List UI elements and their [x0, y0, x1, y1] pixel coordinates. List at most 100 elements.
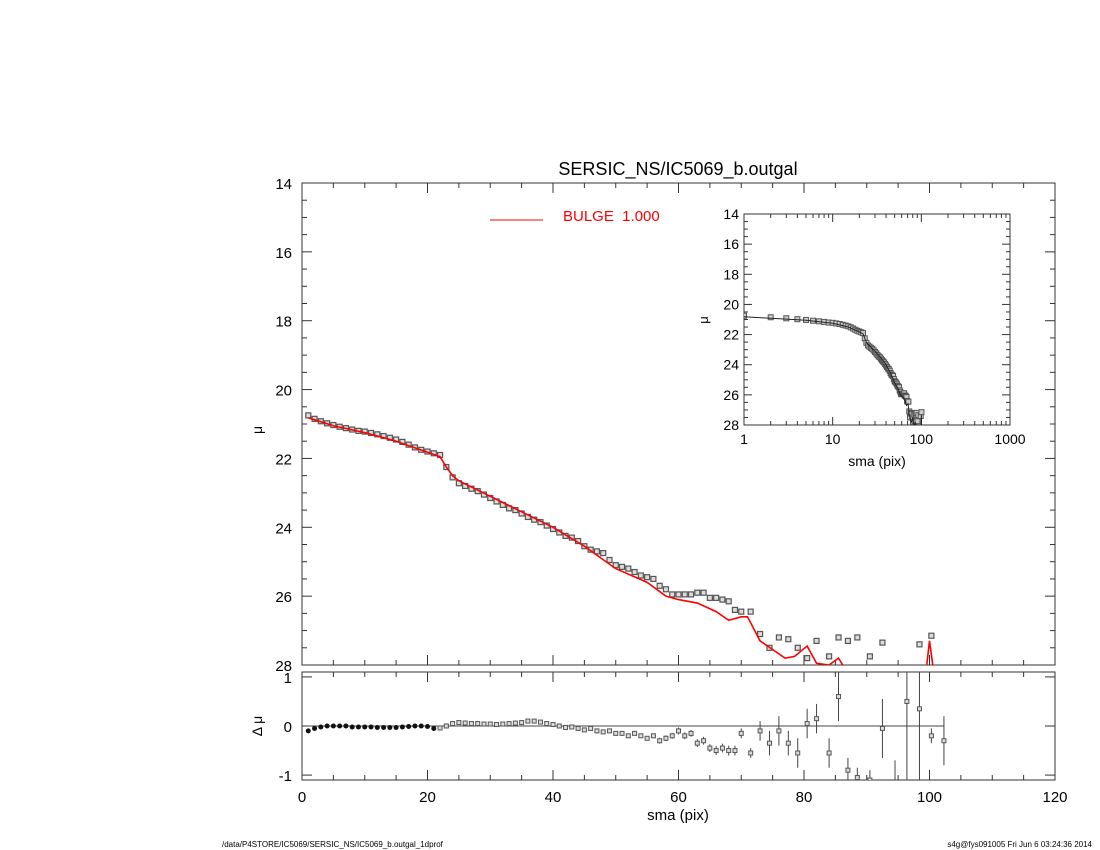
residual-point — [506, 721, 512, 727]
residual-point — [826, 750, 832, 756]
residual-point — [625, 733, 631, 739]
residual-point — [719, 745, 725, 751]
inset-x-tick-label: 1000 — [994, 431, 1025, 447]
residual-point — [916, 706, 922, 712]
observed-point — [879, 639, 886, 646]
observed-point — [825, 653, 833, 660]
x-tick-label: 80 — [796, 789, 813, 806]
residual-point — [713, 748, 719, 754]
residual-point — [487, 721, 493, 727]
observed-point — [813, 637, 820, 645]
residual-point — [613, 730, 619, 736]
residual-point — [512, 720, 518, 726]
residual-point — [638, 733, 644, 739]
residual-point — [544, 721, 550, 727]
residual-point — [337, 723, 343, 729]
residual-point — [531, 718, 537, 724]
residual-point — [525, 718, 531, 724]
observed-point — [637, 572, 644, 579]
inset-observed-point — [783, 315, 790, 322]
inset-y-tick-label: 14 — [723, 206, 739, 222]
observed-point — [794, 644, 801, 651]
observed-point — [687, 591, 695, 598]
residual-point — [669, 733, 675, 739]
inset-observed-point — [914, 418, 921, 425]
observed-point — [694, 589, 701, 596]
residual-point — [766, 740, 772, 746]
residual-point — [437, 725, 443, 731]
residual-point — [393, 724, 399, 730]
x-tick-label: 0 — [298, 789, 306, 806]
residual-point — [387, 724, 393, 730]
residual-point — [343, 723, 349, 729]
residual-point — [644, 735, 650, 741]
residual-point — [867, 777, 873, 780]
observed-point — [631, 568, 638, 576]
observed-point — [700, 589, 707, 596]
inset-y-label: μ — [696, 316, 711, 324]
residual-point — [600, 729, 606, 735]
residual-point — [588, 725, 594, 731]
inset-y-tick-label: 16 — [723, 236, 739, 252]
observed-point — [725, 598, 732, 605]
observed-point — [644, 574, 651, 581]
observed-point — [775, 634, 783, 641]
inset-y-tick-label: 26 — [723, 387, 739, 403]
residual-point — [305, 728, 311, 734]
model-line — [308, 417, 934, 665]
residual-point — [500, 721, 506, 727]
residual-point — [368, 724, 374, 730]
inset-panel: 14 16 18 20 22 24 26 281 10 100 1000 — [723, 206, 1025, 447]
residual-point — [468, 721, 474, 727]
y-tick-label: 26 — [275, 589, 292, 606]
observed-point — [731, 606, 739, 614]
residual-point — [804, 721, 810, 727]
residual-point — [632, 730, 638, 736]
residual-point — [795, 750, 801, 756]
observed-point — [305, 412, 312, 419]
resid-y-tick-label: -1 — [279, 768, 292, 785]
residual-point — [519, 720, 525, 726]
residual-point — [399, 724, 405, 730]
residual-point — [941, 738, 947, 744]
residual-point — [355, 724, 361, 730]
residual-point — [362, 724, 368, 730]
y-tick-label: 16 — [275, 245, 292, 262]
main-panel: 14 16 18 20 22 24 26 28 — [275, 176, 1056, 675]
inset-x-tick-label: 1 — [740, 431, 748, 447]
observed-point — [650, 575, 657, 583]
residual-point — [707, 745, 713, 751]
main-data — [305, 412, 935, 665]
residual-point — [575, 725, 581, 731]
residual-point — [893, 788, 897, 792]
residual-point — [785, 740, 791, 746]
residual-point — [676, 728, 681, 734]
residual-point — [726, 748, 732, 754]
main-y-label: μ — [249, 426, 265, 434]
observed-point — [866, 653, 873, 660]
y-tick-label: 28 — [275, 658, 292, 675]
residual-point — [657, 738, 663, 744]
resid-data — [305, 672, 947, 792]
residual-point — [619, 730, 625, 736]
residual-point — [701, 738, 707, 744]
observed-point — [625, 565, 632, 572]
residual-point — [381, 724, 387, 730]
residual-point — [663, 735, 669, 741]
residual-point — [757, 728, 763, 734]
residual-point — [738, 730, 744, 736]
observed-point — [662, 586, 670, 593]
observed-point — [593, 548, 601, 555]
residual-point — [418, 723, 424, 729]
residual-point — [563, 724, 569, 730]
observed-point — [738, 608, 745, 615]
residual-point — [556, 723, 562, 729]
residual-point — [481, 721, 487, 727]
x-tick-label: 20 — [419, 789, 436, 806]
observed-point — [600, 550, 607, 557]
inset-x-tick-label: 10 — [825, 431, 841, 447]
residual-point — [732, 748, 738, 754]
residual-point — [456, 720, 462, 726]
observed-point — [854, 634, 861, 641]
